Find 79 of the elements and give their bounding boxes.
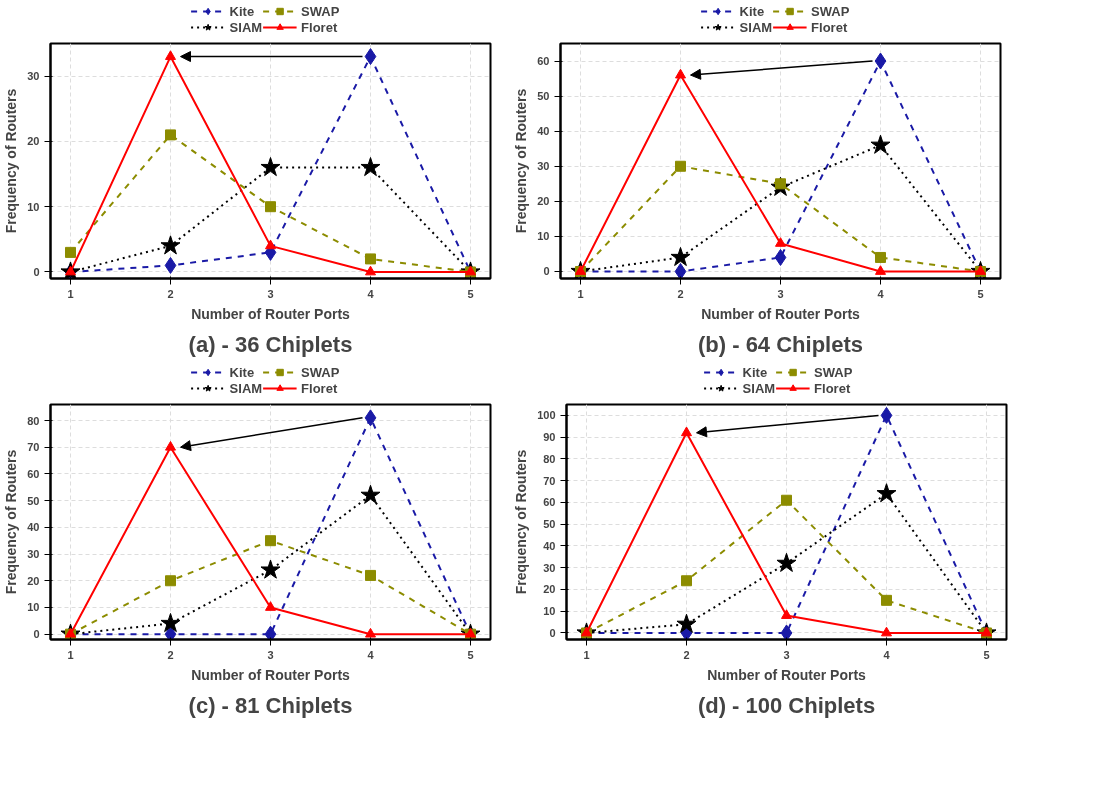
x-tick-label: 2 [683, 648, 690, 661]
y-tick-label: 40 [543, 539, 556, 552]
legend-label: Floret [301, 380, 338, 396]
x-tick-label: 5 [467, 648, 474, 661]
legend-label: Kite [229, 364, 255, 380]
y-tick-label: 30 [543, 561, 556, 574]
y-tick-label: 90 [543, 431, 556, 444]
y-tick-label: 40 [537, 125, 550, 138]
legend-label: Floret [811, 19, 848, 35]
text: (b) - 64 Chiplets [697, 331, 864, 357]
y-axis-title: Frequency of Routers [513, 449, 530, 595]
y-tick-label: 20 [27, 135, 40, 148]
legend-label: SWAP [811, 3, 850, 19]
legend-label: Kite [742, 364, 768, 380]
y-tick-label: 60 [543, 496, 556, 509]
y-tick-label: 20 [543, 583, 556, 596]
x-tick-label: 2 [167, 648, 174, 661]
y-tick-label: 70 [543, 474, 556, 487]
x-tick-label: 3 [783, 648, 790, 661]
legend-label: SWAP [301, 3, 340, 19]
y-tick-label: 10 [537, 230, 550, 243]
y-tick-label: 0 [33, 628, 40, 641]
y-tick-label: 10 [543, 605, 556, 618]
y-tick-label: 80 [27, 414, 40, 427]
y-tick-label: 30 [537, 160, 550, 173]
y-tick-label: 60 [27, 467, 40, 480]
x-tick-label: 5 [983, 648, 990, 661]
legend-label: Floret [814, 380, 851, 396]
y-tick-label: 50 [543, 518, 556, 531]
legend-label: SWAP [301, 364, 340, 380]
y-tick-label: 30 [27, 70, 40, 83]
y-tick-label: 70 [27, 441, 40, 454]
y-tick-label: 10 [27, 200, 40, 213]
x-axis-title: Number of Router Ports [707, 666, 867, 683]
legend-label: Kite [229, 3, 255, 19]
y-axis-title: Frequency of Routers [3, 449, 20, 595]
y-tick-label: 20 [27, 574, 40, 587]
y-tick-label: 50 [27, 494, 40, 507]
x-tick-label: 5 [467, 287, 474, 300]
legend-label: Kite [739, 3, 765, 19]
legend-label: SWAP [814, 364, 853, 380]
x-axis-title: Number of Router Ports [191, 666, 351, 683]
x-tick-label: 4 [877, 287, 885, 300]
legend-label: SIAM [739, 19, 773, 35]
y-tick-label: 100 [537, 409, 556, 422]
legend-label: SIAM [742, 380, 776, 396]
y-axis-title: Frequency of Routers [3, 88, 20, 234]
legend-label: SIAM [229, 19, 263, 35]
y-tick-label: 20 [537, 195, 550, 208]
y-tick-label: 0 [33, 265, 40, 278]
x-tick-label: 1 [577, 287, 584, 300]
x-tick-label: 4 [883, 648, 891, 661]
y-tick-label: 0 [549, 626, 556, 639]
y-tick-label: 60 [537, 55, 550, 68]
x-tick-label: 3 [267, 648, 274, 661]
x-axis-title: Number of Router Ports [701, 305, 861, 322]
x-axis-title: Number of Router Ports [191, 305, 351, 322]
text: (c) - 81 Chiplets [188, 692, 353, 718]
text: (a) - 36 Chiplets [188, 331, 353, 357]
y-tick-label: 40 [27, 521, 40, 534]
x-tick-label: 1 [67, 287, 74, 300]
x-tick-label: 5 [977, 287, 984, 300]
x-tick-label: 1 [583, 648, 590, 661]
x-tick-label: 3 [267, 287, 274, 300]
y-tick-label: 50 [537, 90, 550, 103]
legend-label: SIAM [229, 380, 263, 396]
y-tick-label: 10 [27, 601, 40, 614]
y-tick-label: 80 [543, 452, 556, 465]
x-tick-label: 2 [677, 287, 684, 300]
legend-label: Floret [301, 19, 338, 35]
x-tick-label: 3 [777, 287, 784, 300]
y-tick-label: 30 [27, 548, 40, 561]
y-tick-label: 0 [543, 265, 550, 278]
x-tick-label: 1 [67, 648, 74, 661]
x-tick-label: 2 [167, 287, 174, 300]
y-axis-title: Frequency of Routers [513, 88, 530, 234]
x-tick-label: 4 [367, 648, 375, 661]
text: (d) - 100 Chiplets [697, 692, 876, 718]
x-tick-label: 4 [367, 287, 375, 300]
